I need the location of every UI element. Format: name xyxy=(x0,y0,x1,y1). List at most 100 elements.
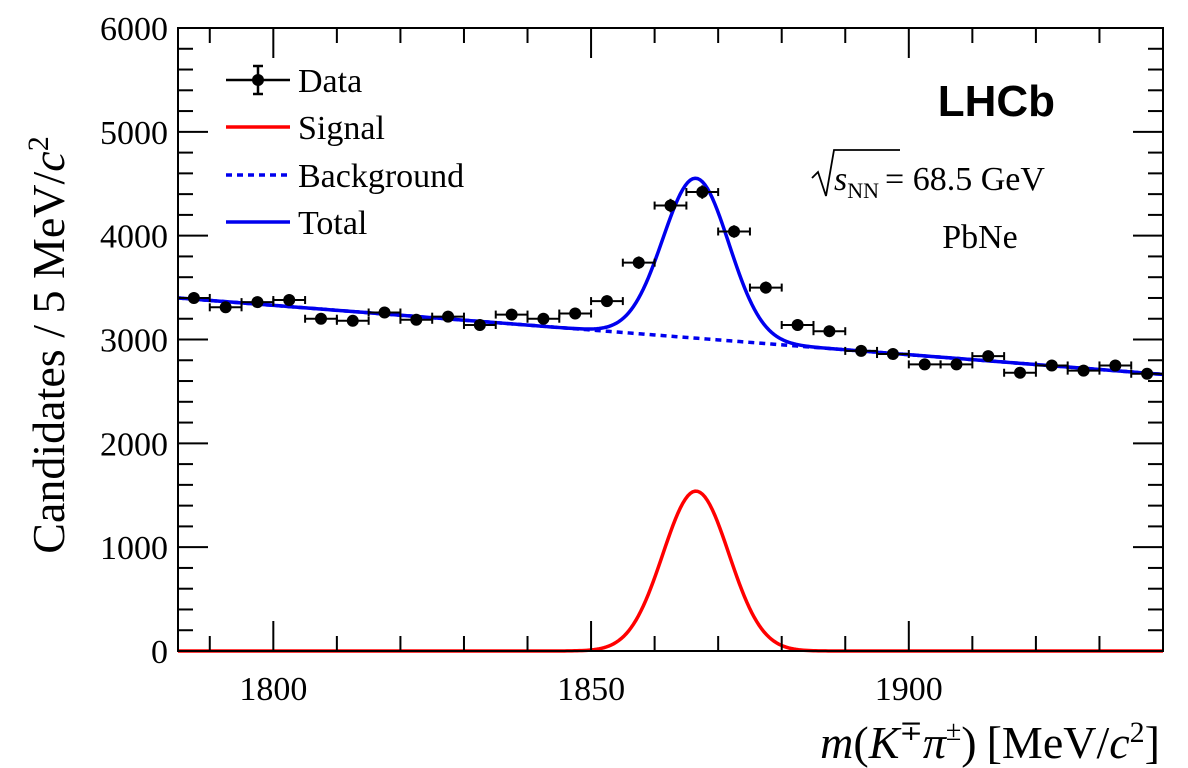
x-tick-label: 1800 xyxy=(239,671,307,708)
data-point xyxy=(717,225,751,238)
y-axis-label-text: Candidates / 5 MeV/ xyxy=(23,171,74,553)
data-point xyxy=(844,344,879,357)
total-curve-layer xyxy=(177,176,1164,377)
x-tick-label: 1850 xyxy=(557,671,625,708)
data-point-marker xyxy=(505,308,518,321)
data-point xyxy=(494,308,529,321)
data-point-marker xyxy=(1045,359,1058,372)
x-label-m: m xyxy=(820,717,853,768)
data-point xyxy=(653,198,688,213)
y-tick-label: 1000 xyxy=(100,530,168,567)
x-label-c: c xyxy=(1109,717,1129,768)
data-point xyxy=(780,318,815,331)
signal-curve-layer xyxy=(178,489,1163,653)
data-point xyxy=(462,318,497,331)
data-point-marker xyxy=(982,350,995,363)
data-point-marker xyxy=(1109,359,1122,372)
data-point-marker xyxy=(219,301,232,314)
data-point-marker xyxy=(950,358,963,371)
data-point-marker xyxy=(442,310,455,323)
data-point xyxy=(367,306,402,319)
x-axis-label: m(K∓π±) [MeV/c2] xyxy=(820,716,1160,768)
data-point xyxy=(971,350,1006,363)
y-tick-label: 4000 xyxy=(100,219,168,256)
data-point-marker xyxy=(600,295,613,308)
energy-value: = 68.5 GeV xyxy=(885,161,1045,198)
x-label-pi: π xyxy=(923,717,948,768)
data-point xyxy=(431,310,465,323)
x-label-pm: ± xyxy=(946,716,961,747)
x-tick-label: 1900 xyxy=(875,671,943,708)
data-point-marker xyxy=(918,358,931,371)
legend-label-data: Data xyxy=(298,63,362,100)
data-point xyxy=(1066,364,1101,377)
legend-label-background: Background xyxy=(298,158,464,195)
legend-item-background: Background xyxy=(226,158,464,195)
x-label-sq: 2 xyxy=(1130,716,1145,749)
data-point xyxy=(1098,359,1133,372)
data-point-marker xyxy=(664,199,677,212)
total-curve xyxy=(177,176,1164,377)
x-label-end: ] xyxy=(1145,717,1160,768)
data-point-marker xyxy=(1141,367,1154,380)
data-point xyxy=(939,358,974,371)
y-tick-label: 0 xyxy=(151,634,168,671)
sqrt-sign-icon xyxy=(811,149,900,197)
y-tick-label: 2000 xyxy=(100,426,168,463)
data-point-marker xyxy=(569,307,582,320)
data-point-marker xyxy=(886,348,899,361)
data-point xyxy=(685,185,720,199)
data-point-marker xyxy=(346,314,359,327)
data-point-marker xyxy=(1014,366,1027,379)
data-point xyxy=(1003,366,1037,379)
y-axis-ticks: 0 1000 2000 3000 4000 5000 6000 xyxy=(100,11,1163,671)
collision-system-label: PbNe xyxy=(942,219,1018,256)
data-point xyxy=(812,325,847,338)
data-point xyxy=(748,281,783,294)
legend-label-signal: Signal xyxy=(298,110,385,147)
data-point xyxy=(558,307,593,320)
data-point xyxy=(335,314,370,327)
data-point xyxy=(1130,367,1164,380)
data-point xyxy=(526,312,561,325)
legend: Data Signal Background Total xyxy=(226,63,464,242)
data-point-marker xyxy=(632,256,645,269)
data-point-marker xyxy=(855,344,868,357)
x-axis-ticks: 1800 1850 1900 xyxy=(208,28,1164,708)
energy-symbol: s xyxy=(834,161,847,198)
legend-label-total: Total xyxy=(298,205,367,242)
data-point xyxy=(1034,359,1069,372)
data-point-marker xyxy=(791,318,804,331)
y-tick-label: 6000 xyxy=(100,11,168,48)
data-point-marker xyxy=(728,225,741,238)
data-point-marker xyxy=(759,281,772,294)
data-point xyxy=(399,313,434,326)
data-point xyxy=(272,294,307,307)
x-label-k: K xyxy=(868,717,902,768)
energy-annotation: sNN = 68.5 GeV xyxy=(811,149,1045,203)
legend-data-marker xyxy=(252,74,264,86)
data-point xyxy=(621,256,656,269)
data-point-marker xyxy=(1077,364,1090,377)
y-axis-label-c: c xyxy=(23,151,74,171)
y-axis-label: Candidates / 5 MeV/c2 xyxy=(22,136,74,553)
y-tick-label: 3000 xyxy=(100,323,168,360)
lhcb-label: LHCb xyxy=(938,77,1055,126)
energy-text: sNN = 68.5 GeV xyxy=(834,161,1045,203)
x-label-units: [MeV/ xyxy=(987,717,1110,768)
data-point xyxy=(876,348,910,361)
data-point-marker xyxy=(410,313,423,326)
energy-subscript: NN xyxy=(847,178,879,203)
data-point-marker xyxy=(187,291,200,304)
data-point-marker xyxy=(823,325,836,338)
data-point-marker xyxy=(537,312,550,325)
legend-item-total: Total xyxy=(226,205,367,242)
y-axis-label-sq: 2 xyxy=(22,136,55,151)
data-point-marker xyxy=(314,312,327,325)
data-point xyxy=(304,312,338,325)
y-tick-label: 5000 xyxy=(100,115,168,152)
x-label-open: ( xyxy=(853,717,868,768)
data-point-marker xyxy=(251,296,264,309)
data-point-marker xyxy=(378,306,391,319)
